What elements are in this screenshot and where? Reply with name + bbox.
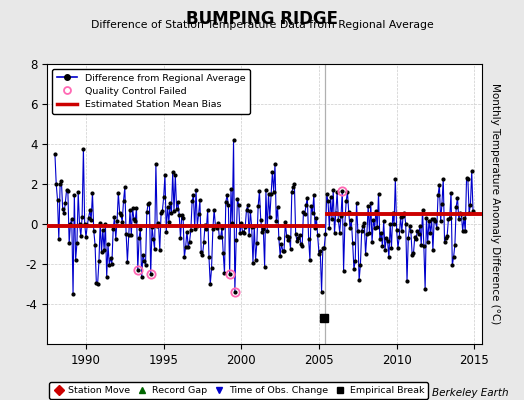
Text: Berkeley Earth: Berkeley Earth (432, 388, 508, 398)
Text: BUMPING RIDGE: BUMPING RIDGE (186, 10, 338, 28)
Text: Difference of Station Temperature Data from Regional Average: Difference of Station Temperature Data f… (91, 20, 433, 30)
Y-axis label: Monthly Temperature Anomaly Difference (°C): Monthly Temperature Anomaly Difference (… (490, 83, 500, 325)
Legend: Station Move, Record Gap, Time of Obs. Change, Empirical Break: Station Move, Record Gap, Time of Obs. C… (49, 382, 428, 399)
